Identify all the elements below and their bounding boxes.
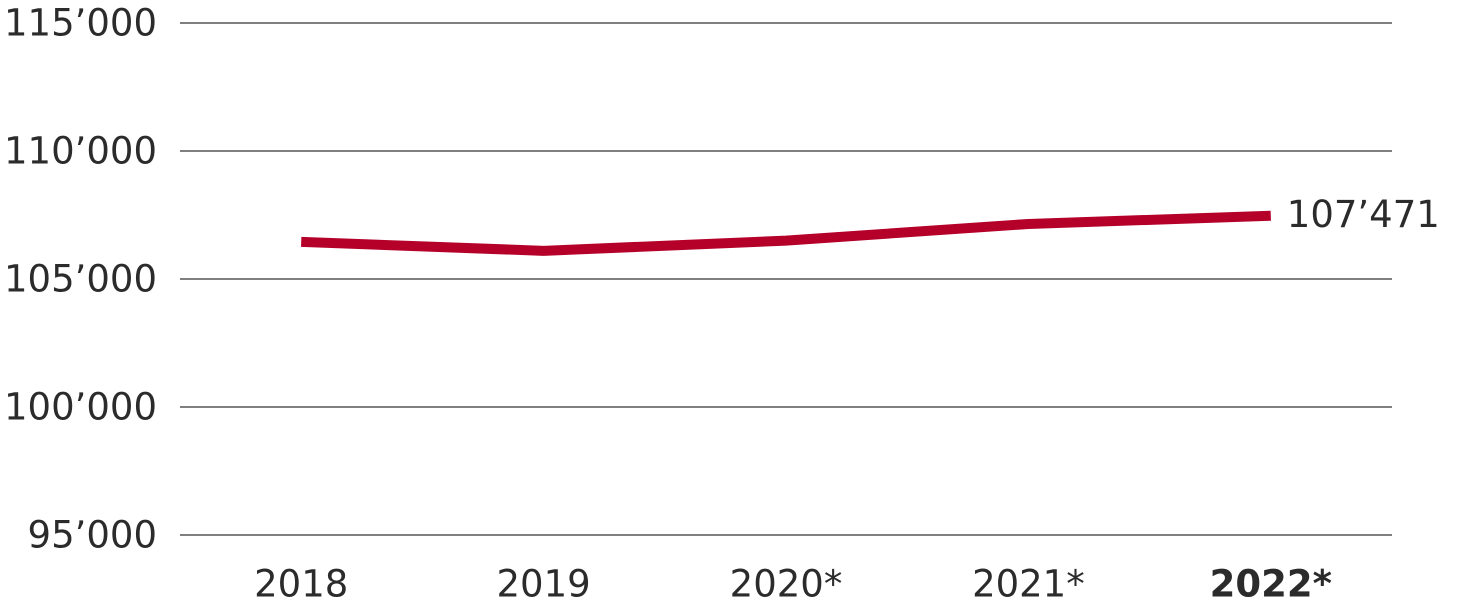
x-tick-label: 2022* (1210, 563, 1332, 606)
x-tick-label: 2021* (972, 563, 1085, 606)
y-tick-label: 100’000 (4, 386, 157, 429)
data-label: 107’471 (1287, 193, 1440, 236)
y-tick-label: 115’000 (4, 2, 157, 45)
y-tick-label: 95’000 (28, 514, 157, 557)
x-tick-label: 2019 (497, 563, 591, 606)
y-tick-label: 105’000 (4, 258, 157, 301)
data-line (301, 210, 1271, 256)
y-tick-label: 110’000 (4, 130, 157, 173)
x-tick-label: 2020* (730, 563, 843, 606)
x-tick-label: 2018 (254, 563, 348, 606)
